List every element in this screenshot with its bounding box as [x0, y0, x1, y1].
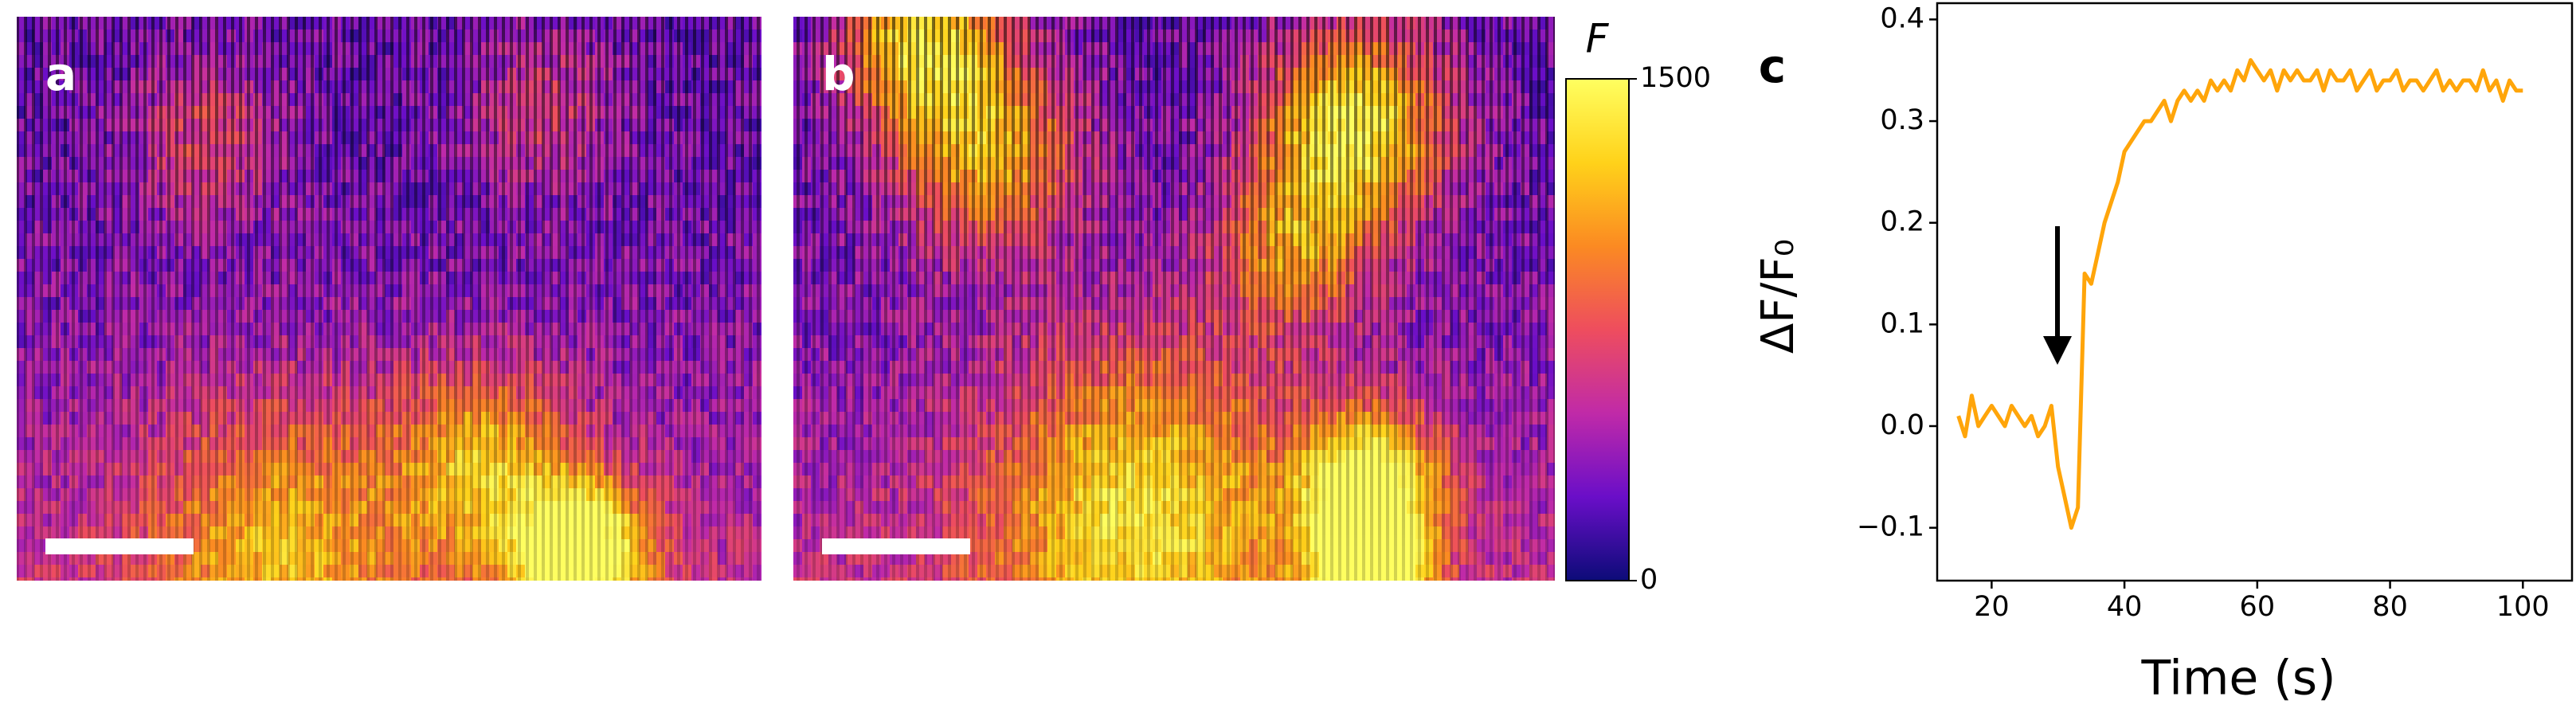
panel-label: a — [45, 47, 76, 101]
image-panel-b: b — [793, 17, 1555, 581]
image-panel-a: a — [17, 17, 761, 581]
scale-bar — [45, 538, 194, 554]
stripe-overlay — [17, 17, 761, 581]
